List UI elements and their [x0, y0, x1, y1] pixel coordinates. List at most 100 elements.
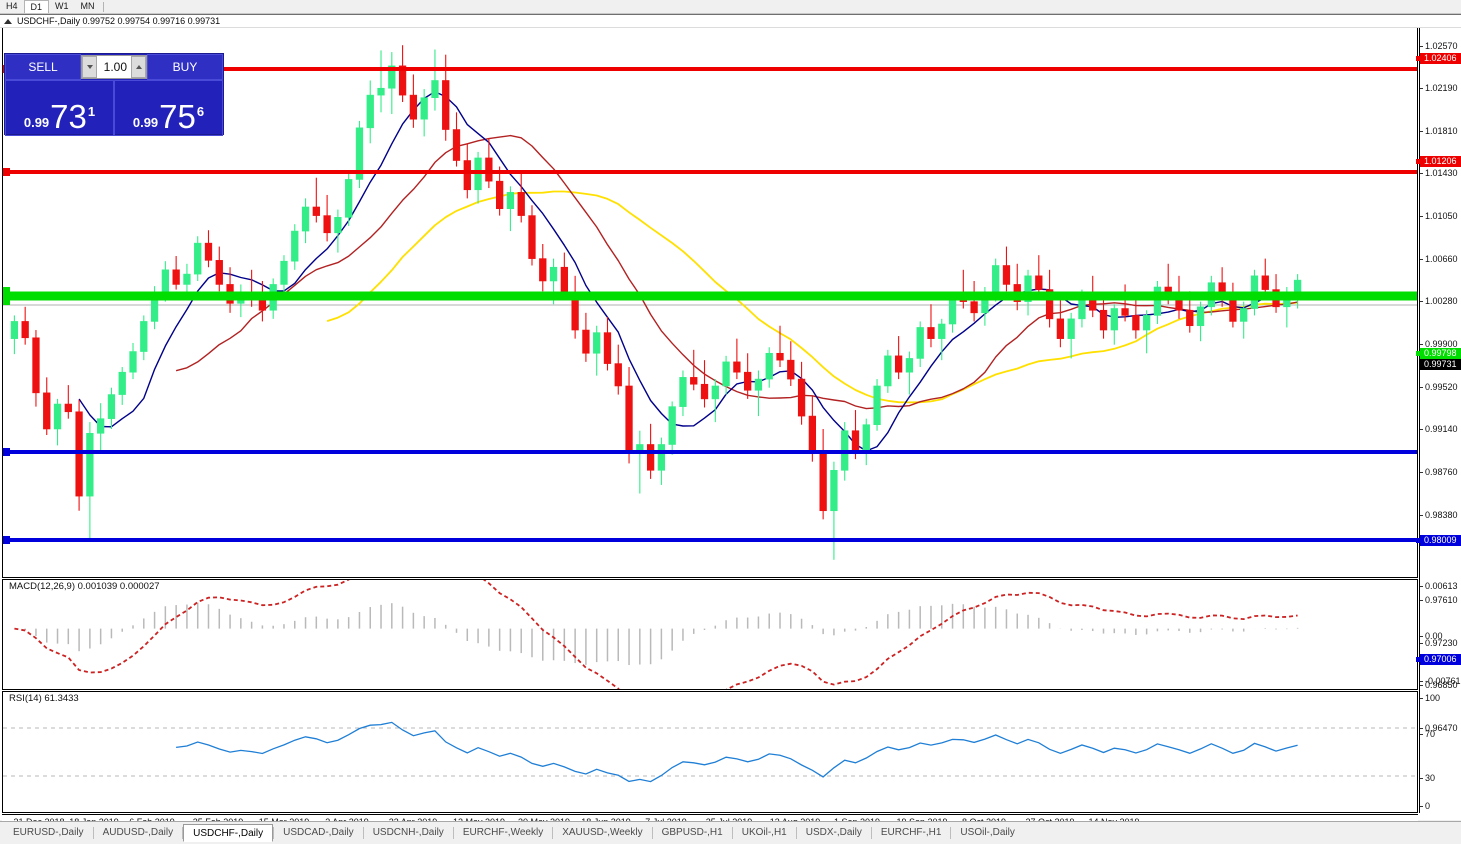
badge-nub — [1416, 56, 1421, 61]
price-tick: 0.99900 — [1420, 339, 1458, 349]
price-pane-inner — [3, 28, 1417, 577]
sell-price-prefix: 0.99 — [23, 115, 50, 130]
badge-nub — [1416, 538, 1421, 543]
badge-nub — [1416, 351, 1421, 356]
chart-tab-eurchf-weekly[interactable]: EURCHF-,Weekly — [462, 827, 544, 838]
chart-tab-usdchf-daily[interactable]: USDCHF-,Daily — [183, 824, 274, 842]
macd-pane-inner — [3, 580, 1417, 689]
price-tick: 1.01050 — [1420, 211, 1458, 221]
rsi-tick: 30 — [1420, 773, 1435, 783]
macd-tick: -0.007612 — [1420, 676, 1461, 686]
tab-divider — [92, 827, 94, 839]
octp-header-row: SELL 1.00 BUY — [5, 54, 223, 80]
badge-nub — [1416, 657, 1421, 662]
price-tick: 0.99520 — [1420, 382, 1458, 392]
price-badge-last-price[interactable]: 0.99731 — [1420, 359, 1461, 370]
price-tick: 0.96850 — [1420, 680, 1458, 690]
tab-divider — [795, 827, 797, 839]
volume-input[interactable]: 1.00 — [97, 56, 131, 78]
chart-tab-usdcad-daily[interactable]: USDCAD-,Daily — [283, 827, 354, 838]
octp-quote-row: 0.99 73 1 0.99 75 6 — [5, 80, 223, 136]
volume-decrement-button[interactable] — [82, 56, 97, 78]
buy-price-quote[interactable]: 0.99 75 6 — [114, 80, 223, 136]
price-tick: 0.96470 — [1420, 723, 1458, 733]
price-badge-resistance[interactable]: 1.02406 — [1416, 53, 1461, 64]
chart-tab-usdcnh-daily[interactable]: USDCNH-,Daily — [372, 827, 444, 838]
tab-divider — [552, 827, 554, 839]
chart-window: USDCHF-,Daily 0.99752 0.99754 0.99716 0.… — [0, 14, 1461, 831]
sell-button[interactable]: SELL — [5, 54, 81, 80]
price-tick: 0.98380 — [1420, 510, 1458, 520]
rsi-series-line — [176, 721, 1298, 783]
caret-down-icon — [86, 65, 93, 69]
chart-tab-usdx-daily[interactable]: USDX-,Daily — [805, 827, 862, 838]
rsi-tick: 100 — [1420, 693, 1440, 703]
chart-tab-usoil-daily[interactable]: USOil-,Daily — [960, 827, 1015, 838]
price-tick: 0.98760 — [1420, 467, 1458, 477]
macd-tick: 0.00613 — [1420, 581, 1458, 591]
sell-price-quote[interactable]: 0.99 73 1 — [5, 80, 114, 136]
price-tick: 1.01430 — [1420, 168, 1458, 178]
volume-stepper[interactable]: 1.00 — [81, 55, 147, 79]
price-tick: 1.00280 — [1420, 296, 1458, 306]
triangle-up-icon — [4, 18, 12, 24]
chart-tab-bar[interactable]: EURUSD-,Daily AUDUSD-,Daily USDCHF-,Daily U… — [0, 821, 1461, 844]
plot-area: MACD(12,26,9) 0.001039 0.000027 RSI(14) … — [0, 28, 1461, 831]
chart-tab-gbpusd-h1[interactable]: GBPUSD-,H1 — [661, 827, 723, 838]
timeframe-d1[interactable]: D1 — [23, 0, 50, 13]
macd-histogram — [24, 602, 1299, 666]
tab-divider — [362, 827, 364, 839]
price-pane[interactable] — [2, 28, 1418, 578]
price-tick: 1.00660 — [1420, 254, 1458, 264]
price-tick: 0.99140 — [1420, 424, 1458, 434]
candlestick-chart — [3, 45, 1417, 560]
price-tick: 1.01810 — [1420, 126, 1458, 136]
volume-increment-button[interactable] — [131, 56, 146, 78]
tab-divider — [870, 827, 872, 839]
chart-title: USDCHF-,Daily 0.99752 0.99754 0.99716 0.… — [17, 16, 221, 26]
sell-price-fraction: 1 — [87, 104, 96, 119]
price-badge-resistance[interactable]: 1.01206 — [1416, 156, 1461, 167]
rsi-chart — [3, 721, 1417, 783]
rsi-pane-inner — [3, 692, 1417, 812]
price-tick: 0.97610 — [1420, 595, 1458, 605]
tab-divider — [452, 827, 454, 839]
tab-divider — [950, 827, 952, 839]
rsi-indicator-label: RSI(14) 61.3433 — [7, 693, 81, 704]
chart-tab-ukoil-h1[interactable]: UKOil-,H1 — [741, 827, 787, 838]
price-badge-pivot[interactable]: 0.99798 — [1416, 348, 1461, 359]
rsi-pane[interactable]: RSI(14) 61.3433 — [2, 691, 1418, 813]
tab-divider — [273, 827, 275, 839]
one-click-trading-panel[interactable]: SELL 1.00 BUY 0.99 73 1 0.99 — [4, 53, 224, 136]
macd-pane[interactable]: MACD(12,26,9) 0.001039 0.000027 — [2, 579, 1418, 690]
timeframe-h4[interactable]: H4 — [0, 0, 24, 13]
caret-up-icon — [135, 65, 142, 69]
sell-price-big: 73 — [50, 98, 87, 135]
price-badge-support[interactable]: 0.98009 — [1416, 535, 1461, 546]
chart-tab-eurchf-h1[interactable]: EURCHF-,H1 — [880, 827, 942, 838]
price-tick: 1.02190 — [1420, 83, 1458, 93]
badge-nub — [1416, 159, 1421, 164]
macd-tick: 0.00 — [1420, 631, 1443, 641]
chart-tab-audusd-daily[interactable]: AUDUSD-,Daily — [102, 827, 174, 838]
buy-price-fraction: 6 — [196, 104, 205, 119]
tab-divider — [651, 827, 653, 839]
price-badge-support[interactable]: 0.97006 — [1416, 654, 1461, 665]
moving-average-group — [78, 91, 1298, 452]
macd-indicator-label: MACD(12,26,9) 0.001039 0.000027 — [7, 581, 162, 592]
timeframe-toolbar: H4 D1 W1 MN — [0, 0, 1461, 14]
level-lines-front — [3, 65, 1417, 544]
toolbar-divider — [102, 1, 104, 12]
chart-tab-eurusd-daily[interactable]: EURUSD-,Daily — [13, 827, 84, 838]
rsi-tick: 70 — [1420, 729, 1435, 739]
chart-titlebar: USDCHF-,Daily 0.99752 0.99754 0.99716 0.… — [0, 15, 1461, 28]
timeframe-w1[interactable]: W1 — [49, 0, 75, 13]
buy-button[interactable]: BUY — [147, 54, 223, 80]
buy-price-big: 75 — [159, 98, 196, 135]
timeframe-mn[interactable]: MN — [75, 0, 101, 13]
rsi-tick: 0 — [1420, 801, 1430, 811]
chart-tab-xauusd-weekly[interactable]: XAUUSD-,Weekly — [562, 827, 643, 838]
macd-signal-line — [14, 580, 1298, 689]
price-scale-axis[interactable]: 1.02570 1.02190 1.01810 1.01430 1.01050 1.006… — [1416, 28, 1461, 813]
